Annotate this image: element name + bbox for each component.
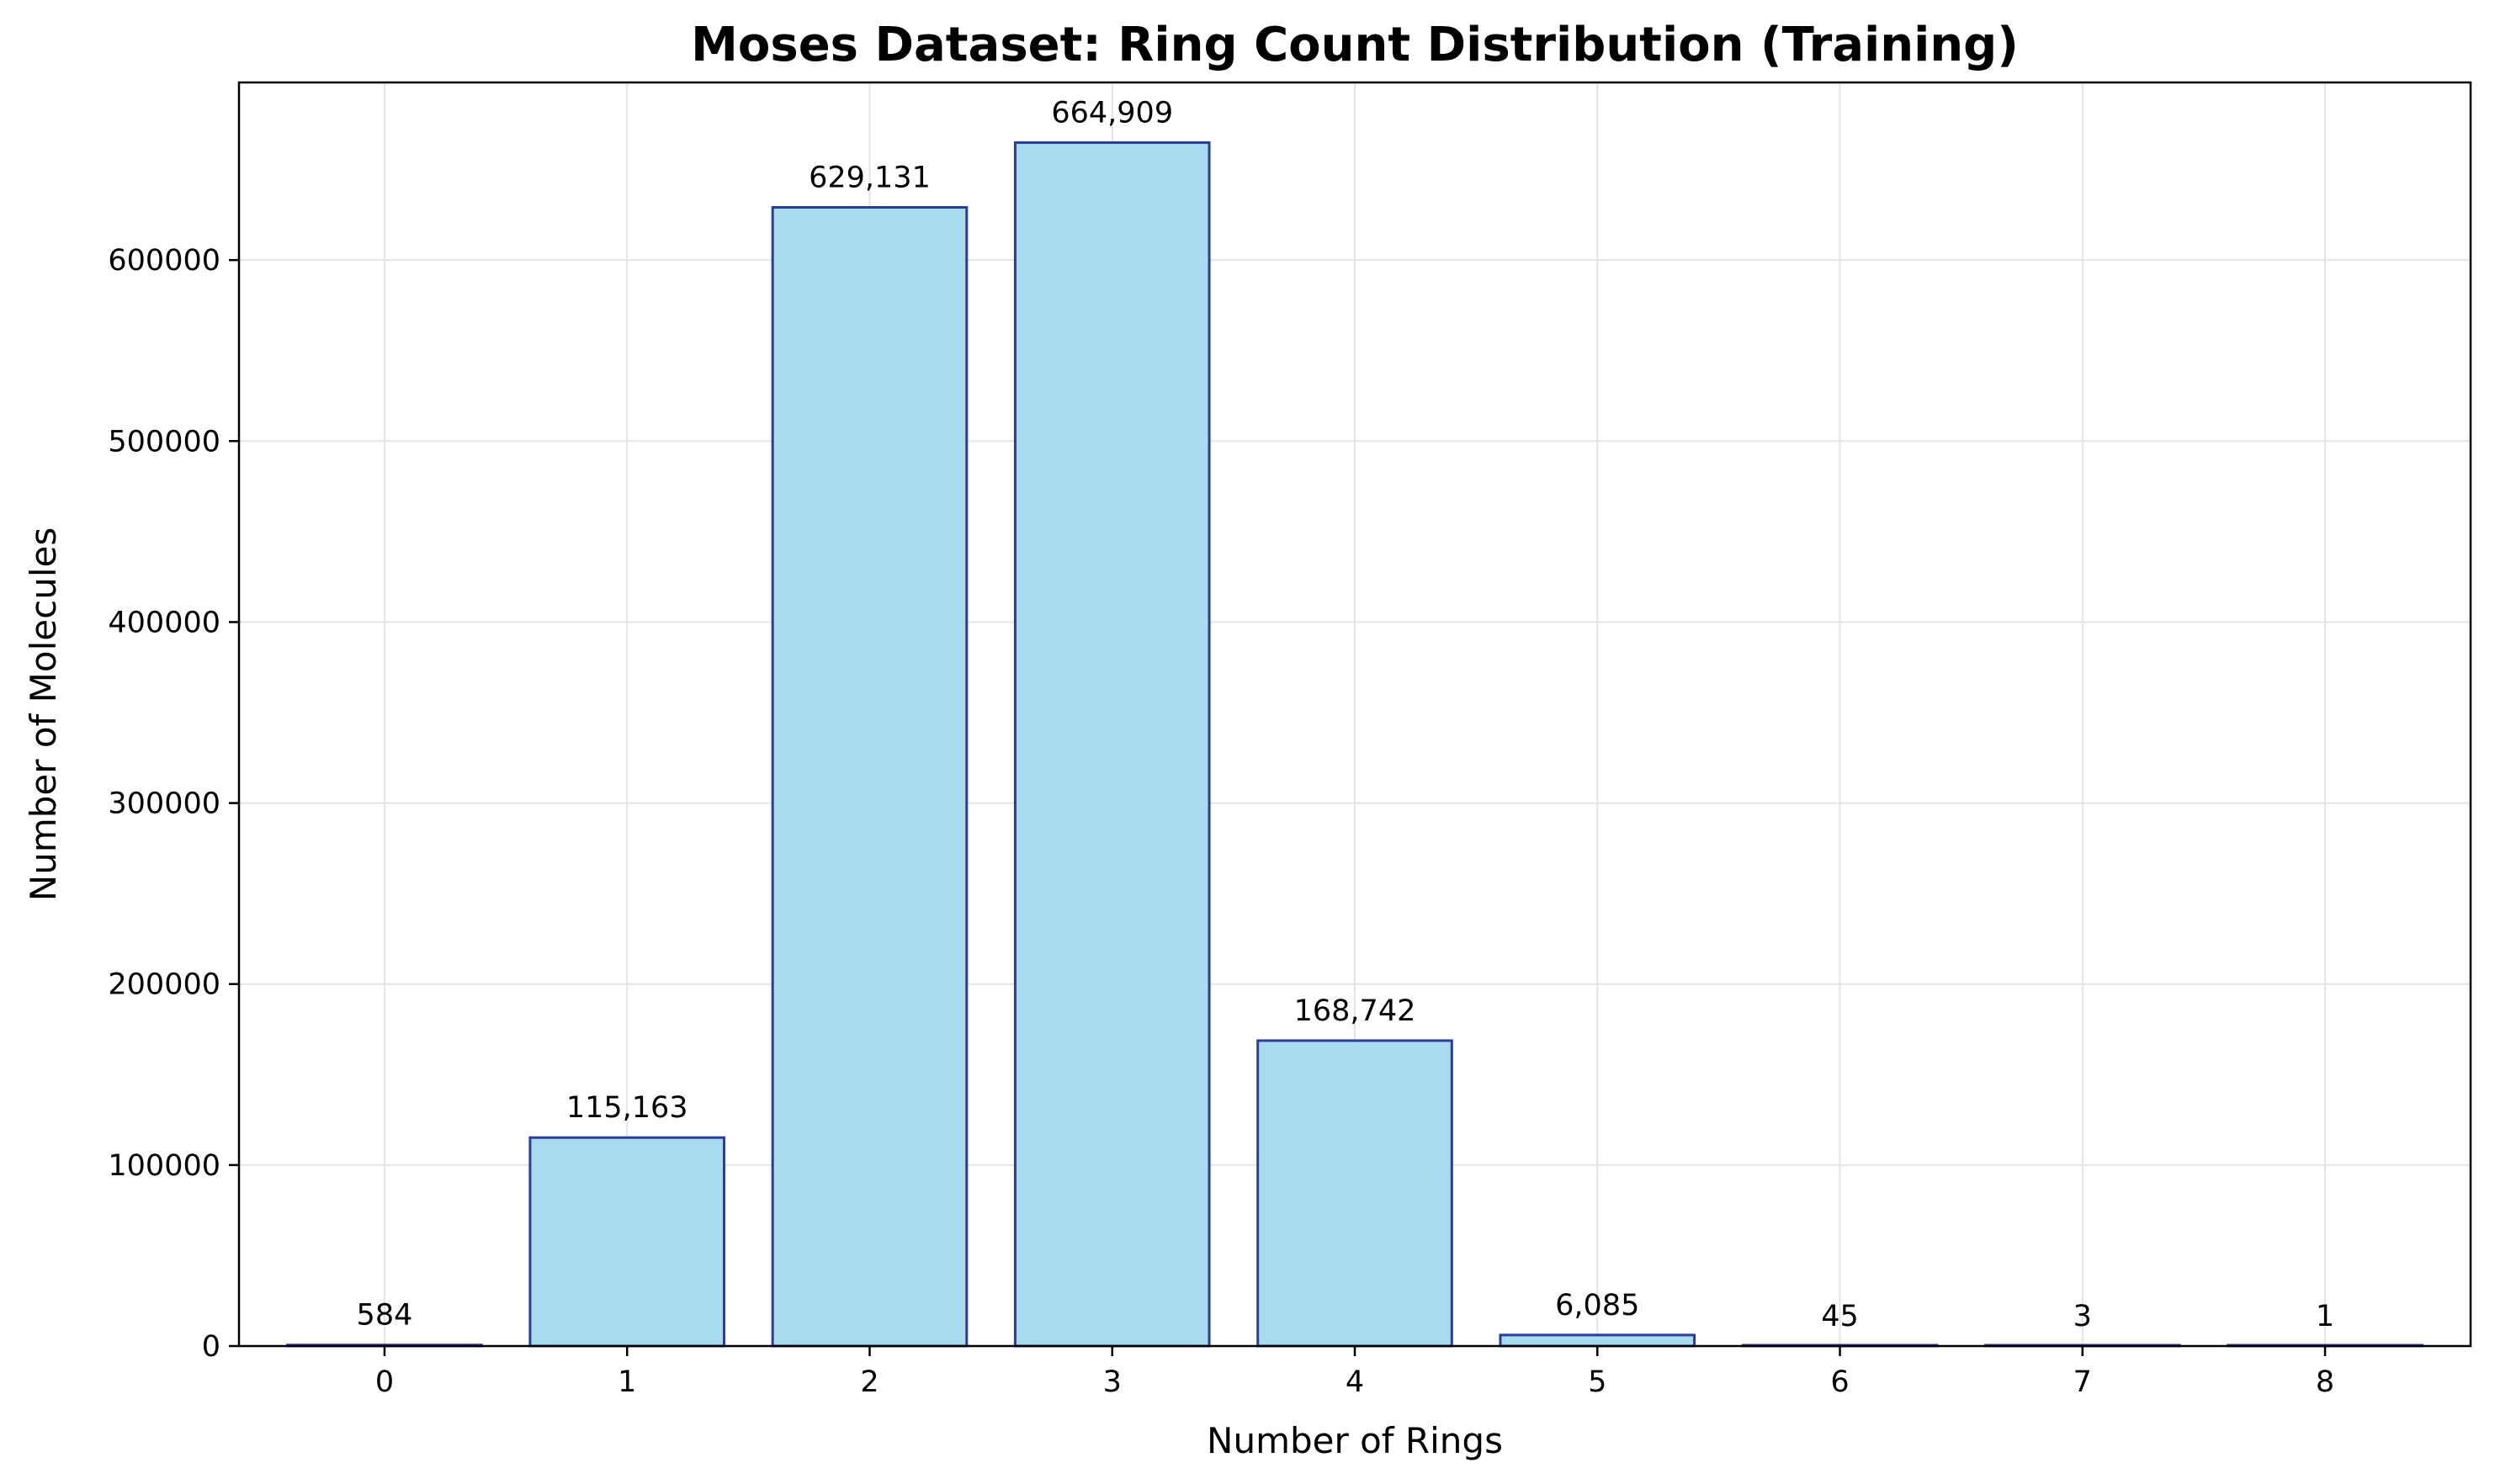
x-tick-label: 6 [1830,1365,1849,1399]
bar-3 [1013,141,1211,1348]
bars [286,141,2423,1348]
bar-value-label: 45 [1821,1300,1859,1333]
x-tick-label: 4 [1346,1365,1364,1399]
bar-5 [1499,1333,1696,1348]
bar-1 [528,1136,726,1348]
y-tick-label: 100000 [108,1149,220,1183]
x-tick-label: 7 [2073,1365,2092,1399]
y-tick-label: 200000 [108,968,220,1002]
x-tick-label: 2 [860,1365,879,1399]
x-axis-label: Number of Rings [1207,1420,1503,1461]
x-tick-label: 1 [618,1365,636,1399]
y-tick-label: 400000 [108,606,220,639]
x-tick-label: 8 [2316,1365,2334,1399]
y-tick-label: 600000 [108,244,220,278]
bar-value-label: 584 [357,1299,413,1333]
bar-value-label: 1 [2316,1300,2334,1333]
bar-value-label: 6,085 [1555,1289,1639,1322]
bar-value-label: 3 [2073,1300,2092,1333]
bar-value-label: 629,131 [809,161,931,194]
axis-ticks: 0 1 2 3 4 5 6 7 80100000200000300000400000500000… [108,244,2334,1399]
x-tick-label: 5 [1588,1365,1606,1399]
y-axis-label: Number of Molecules [23,527,64,901]
y-tick-label: 300000 [108,787,220,821]
bar-value-label: 168,742 [1294,994,1416,1028]
bar-value-label: 664,909 [1051,97,1173,130]
x-tick-label: 0 [375,1365,394,1399]
data-labels: 584 115,163 629,131 664,909 168,742 6,085 45 3 1 [357,97,2335,1333]
bar-4 [1256,1039,1453,1348]
bar-2 [771,205,969,1348]
y-tick-label: 500000 [108,425,220,458]
y-tick-label: 0 [202,1330,220,1364]
bar-value-label: 115,163 [566,1091,688,1125]
x-tick-label: 3 [1103,1365,1122,1399]
chart-title: Moses Dataset: Ring Count Distribution (… [691,18,2019,72]
